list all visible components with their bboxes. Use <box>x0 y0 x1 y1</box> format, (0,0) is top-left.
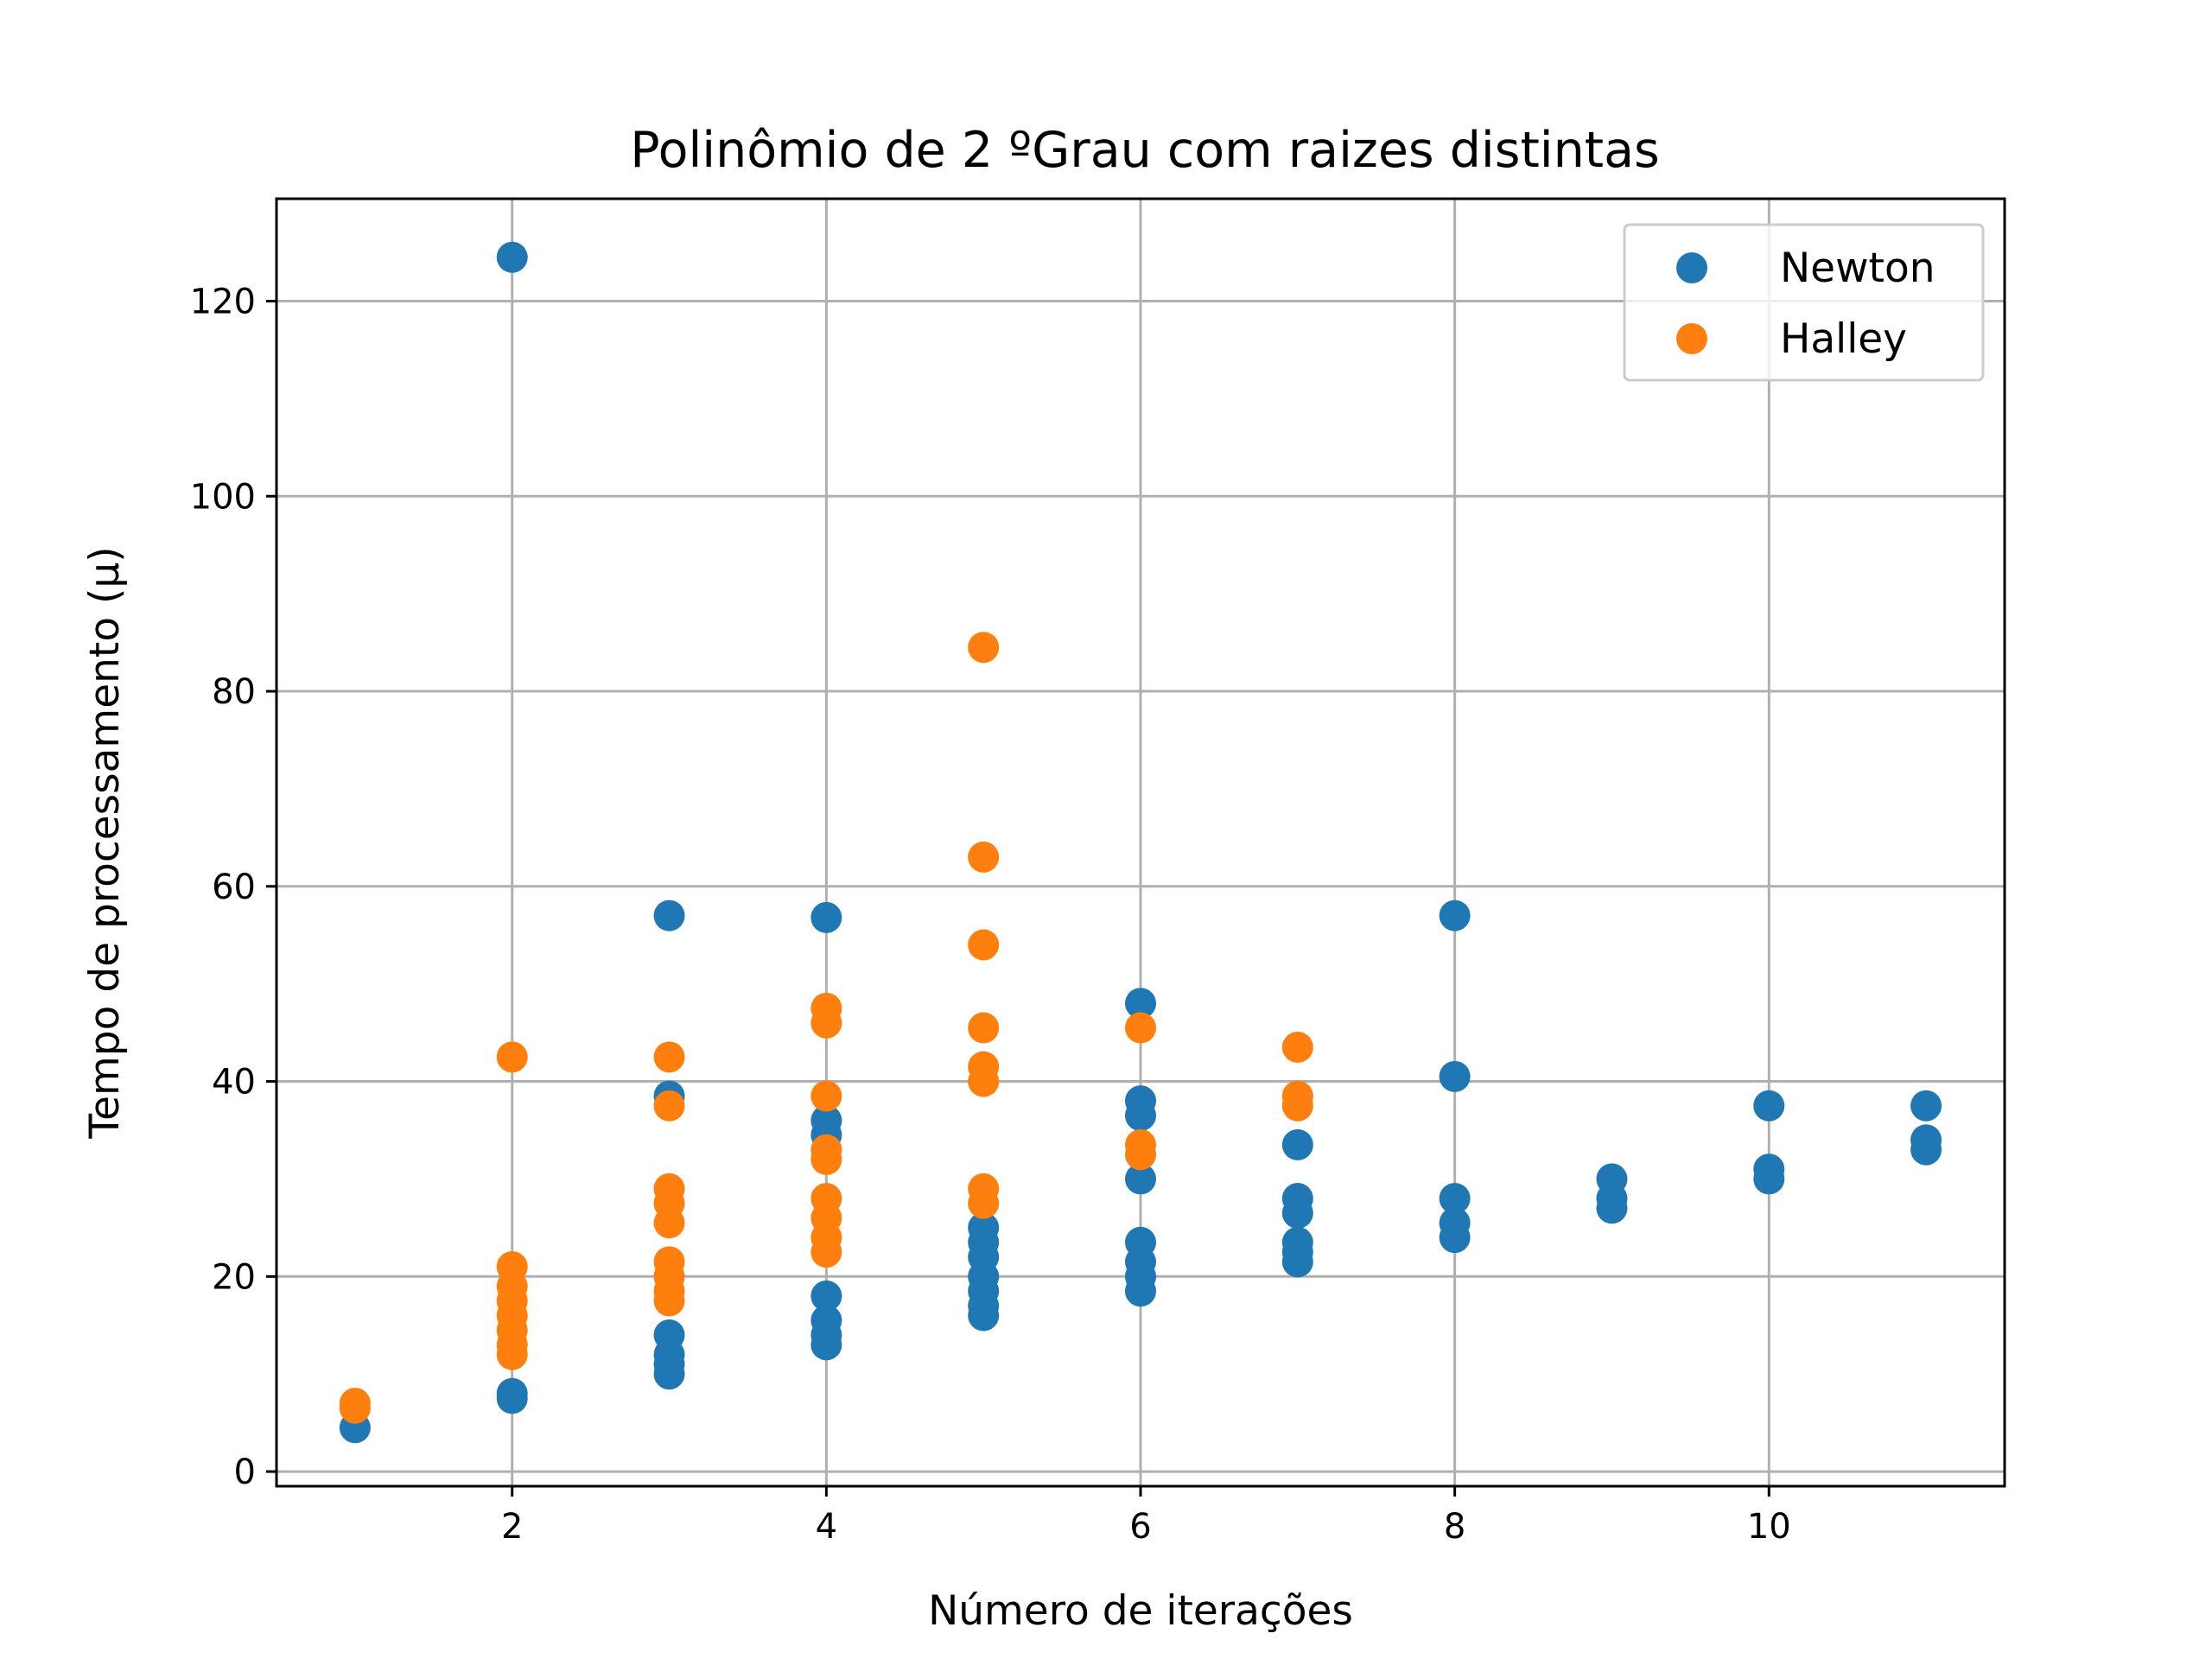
data-point <box>496 1041 528 1073</box>
data-point <box>653 1207 685 1239</box>
data-point <box>1125 1012 1156 1044</box>
data-point <box>968 1300 1000 1332</box>
data-point <box>968 1187 1000 1219</box>
data-point <box>1910 1134 1942 1166</box>
data-point <box>1753 1090 1785 1122</box>
y-tick-label: 60 <box>212 868 256 907</box>
data-point <box>968 841 1000 873</box>
data-point <box>968 929 1000 961</box>
data-point <box>1910 1090 1942 1122</box>
data-point <box>1281 1032 1313 1064</box>
data-point <box>810 1143 842 1175</box>
x-tick-label: 10 <box>1747 1507 1791 1547</box>
y-tick-label: 80 <box>212 672 256 712</box>
x-tick-label: 8 <box>1444 1507 1465 1547</box>
data-points <box>339 241 1942 1444</box>
data-point <box>653 1358 685 1390</box>
data-point <box>1439 899 1471 931</box>
data-point <box>1439 1060 1471 1092</box>
chart-title: Polinômio de 2 ºGrau com raizes distinta… <box>630 122 1660 179</box>
data-point <box>1753 1163 1785 1195</box>
data-point <box>968 1065 1000 1097</box>
y-tick-label: 20 <box>212 1257 256 1297</box>
y-tick-label: 120 <box>190 283 256 322</box>
data-point <box>968 632 1000 664</box>
y-tick-label: 100 <box>190 477 256 517</box>
legend-marker-halley <box>1676 323 1707 354</box>
data-point <box>1281 1246 1313 1278</box>
data-point <box>653 1041 685 1073</box>
legend: Newton Halley <box>1623 223 1985 382</box>
data-point <box>339 1392 371 1424</box>
x-axis-label: Número de iterações <box>928 1587 1353 1635</box>
data-point <box>810 1080 842 1112</box>
data-point <box>810 1236 842 1268</box>
data-point <box>1281 1090 1313 1122</box>
data-point <box>968 1012 1000 1044</box>
data-point <box>1439 1222 1471 1254</box>
data-point <box>810 1007 842 1039</box>
y-tick-label: 40 <box>212 1063 256 1103</box>
x-tick-label: 4 <box>816 1507 837 1547</box>
data-point <box>653 1285 685 1317</box>
legend-box <box>1623 223 1985 382</box>
grid <box>276 199 2005 1486</box>
series-halley <box>339 632 1313 1424</box>
legend-label-newton: Newton <box>1780 245 1936 292</box>
x-tick-label: 2 <box>501 1507 523 1547</box>
data-point <box>496 241 528 273</box>
data-point <box>1125 988 1156 1020</box>
data-point <box>1125 1139 1156 1171</box>
data-point <box>1281 1197 1313 1229</box>
y-axis-label: Tempo de processamento (μ) <box>81 546 129 1139</box>
data-point <box>1596 1192 1628 1224</box>
data-point <box>653 899 685 931</box>
data-point <box>810 1280 842 1312</box>
legend-label-halley: Halley <box>1780 315 1907 363</box>
data-point <box>1125 1163 1156 1195</box>
y-tick-label: 0 <box>234 1452 256 1492</box>
data-point <box>810 1329 842 1361</box>
data-point <box>653 1090 685 1122</box>
data-point <box>1439 1183 1471 1215</box>
x-tick-label: 6 <box>1129 1507 1151 1547</box>
data-point <box>496 1338 528 1370</box>
data-point <box>496 1382 528 1414</box>
data-point <box>810 901 842 933</box>
data-point <box>1125 1100 1156 1132</box>
legend-marker-newton <box>1676 252 1707 283</box>
data-point <box>1125 1275 1156 1307</box>
data-point <box>1281 1128 1313 1160</box>
